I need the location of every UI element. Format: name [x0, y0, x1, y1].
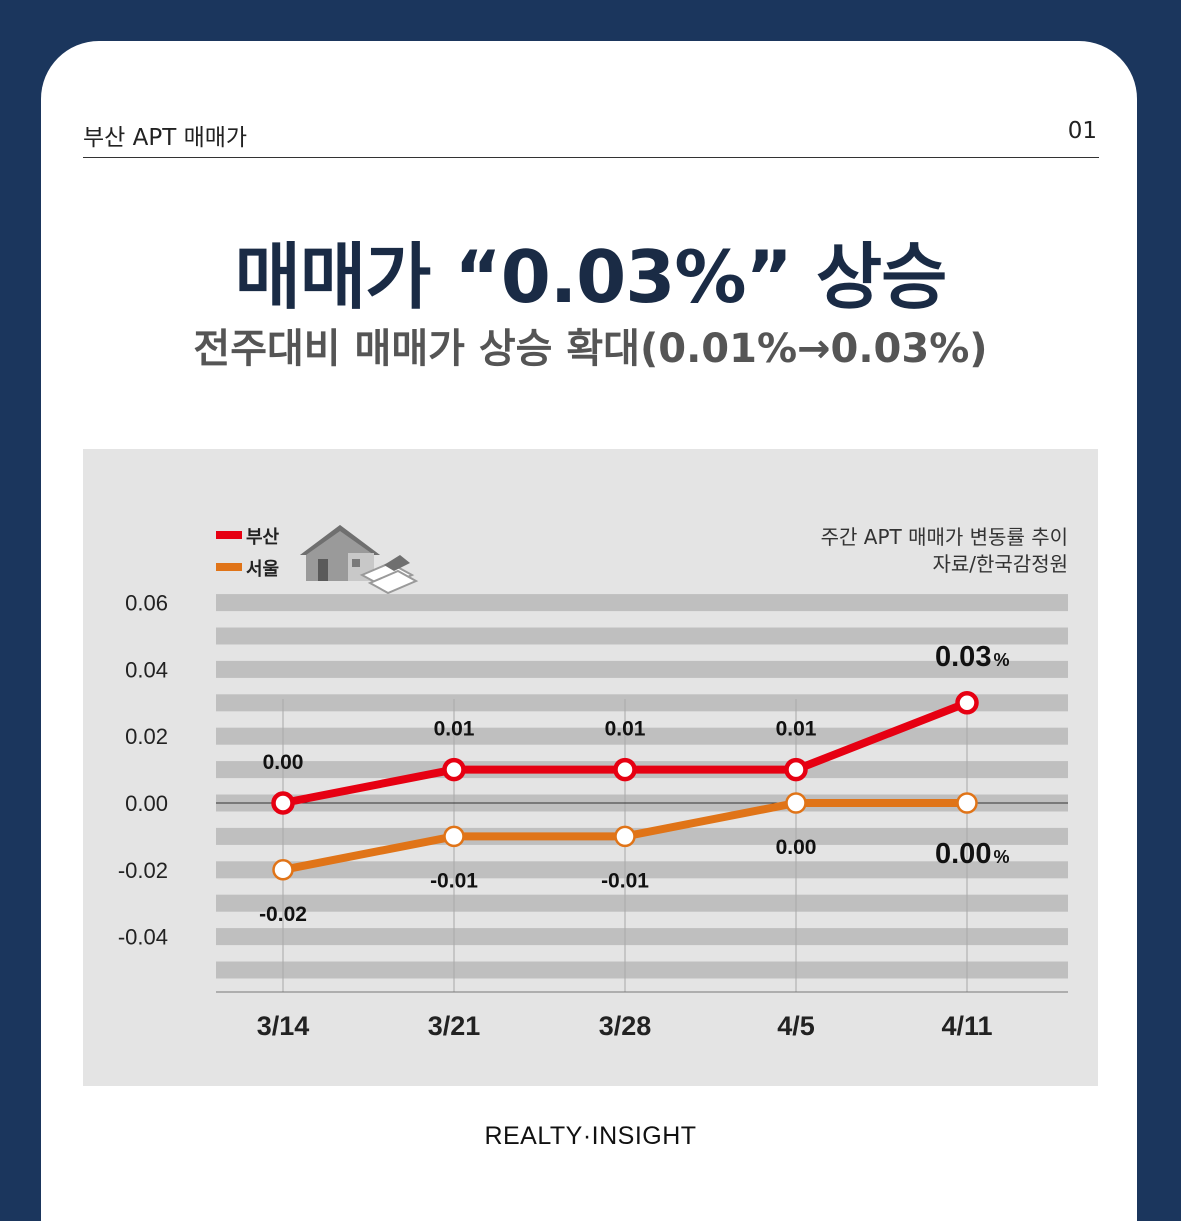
- grid-band: [216, 594, 1068, 612]
- data-labels: 0.00 0.01 0.01 0.01 -0.02 -0.01 -0.01 0.00: [259, 718, 817, 926]
- house-icon: [300, 525, 419, 595]
- data-point-busan: [784, 757, 808, 782]
- legend-label-busan: 부산: [246, 527, 280, 548]
- legend-swatch-busan: [216, 531, 242, 539]
- data-point-busan: [955, 691, 979, 715]
- y-tick-label: 0.02: [125, 724, 168, 749]
- legend: 부산 서울: [216, 527, 280, 580]
- grid-band: [216, 928, 1068, 946]
- page-subtitle: 전주대비 매매가 상승 확대(0.01%→0.03%): [193, 326, 988, 372]
- data-point-seoul: [956, 792, 978, 814]
- y-axis-ticks: 0.06 0.04 0.02 0.00 -0.02 -0.04: [118, 591, 168, 950]
- grid-band: [216, 961, 1068, 979]
- grid-band: [216, 861, 1068, 879]
- data-point-seoul: [785, 792, 807, 814]
- x-tick-label: 3/21: [428, 1011, 481, 1041]
- grid-band: [216, 627, 1068, 645]
- grid-band: [216, 727, 1068, 745]
- y-tick-label: 0.04: [125, 657, 168, 682]
- chart-note-title: 주간 APT 매매가 변동률 추이: [821, 525, 1068, 549]
- page-number: 01: [1067, 118, 1097, 144]
- grid-band: [216, 894, 1068, 912]
- header-divider: [83, 157, 1099, 158]
- y-tick-label: -0.02: [118, 858, 168, 883]
- x-axis-ticks: 3/14 3/21 3/28 4/5 4/11: [257, 1011, 993, 1041]
- data-point-seoul: [443, 825, 465, 848]
- data-label-seoul: 0.00: [776, 836, 817, 859]
- data-point-seoul: [614, 825, 636, 848]
- data-point-busan: [271, 791, 295, 815]
- legend-label-seoul: 서울: [246, 559, 279, 580]
- grid-band: [216, 694, 1068, 712]
- data-label-busan: 0.01: [434, 718, 475, 741]
- data-label-seoul: -0.01: [601, 869, 649, 892]
- y-tick-label: 0.06: [125, 591, 168, 616]
- y-tick-label: 0.00: [125, 791, 168, 816]
- series-points: [271, 691, 979, 881]
- section-label: 부산 APT 매매가: [83, 125, 248, 151]
- data-label-busan: 0.00: [263, 751, 304, 774]
- legend-swatch-seoul: [216, 563, 242, 571]
- grid-band: [216, 660, 1068, 678]
- x-tick-label: 3/28: [599, 1011, 652, 1041]
- data-label-busan: 0.01: [776, 718, 817, 741]
- data-point-busan: [442, 757, 466, 782]
- brand-footer: REALTY·INSIGHT: [484, 1122, 697, 1150]
- data-label-seoul: -0.02: [259, 903, 307, 926]
- x-tick-label: 4/5: [777, 1011, 815, 1041]
- page-title: 매매가 “0.03%” 상승: [234, 235, 948, 319]
- highlight-seoul-value: 0.00%: [935, 838, 1009, 870]
- chart-note-source: 자료/한국감정원: [932, 552, 1068, 576]
- chart-panel: 0.06 0.04 0.02 0.00 -0.02 -0.04 3/14 3/21 3/28 4…: [83, 449, 1098, 1086]
- data-label-busan: 0.01: [605, 718, 646, 741]
- data-label-seoul: -0.01: [430, 869, 478, 892]
- data-point-busan: [613, 757, 637, 782]
- x-tick-label: 3/14: [257, 1011, 310, 1041]
- y-tick-label: -0.04: [118, 925, 168, 950]
- data-point-seoul: [272, 859, 294, 881]
- highlight-busan-value: 0.03%: [935, 641, 1009, 673]
- x-tick-label: 4/11: [941, 1011, 992, 1041]
- line-chart: 0.06 0.04 0.02 0.00 -0.02 -0.04 3/14 3/21 3/28 4…: [118, 525, 1068, 1041]
